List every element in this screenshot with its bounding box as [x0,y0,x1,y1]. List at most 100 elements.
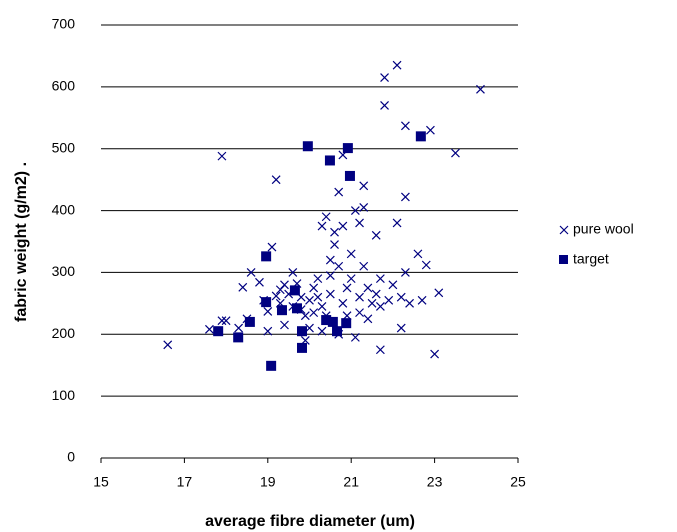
point [217,151,227,161]
point [204,324,214,334]
y-tick-label: 300 [52,263,76,279]
y-tick-label: 100 [52,387,76,403]
point [321,212,331,222]
point [261,297,272,308]
point [375,274,385,284]
point [238,282,248,292]
point [346,249,356,259]
point [350,332,360,342]
point [476,84,485,94]
point [271,291,281,301]
y-axis-title: fabric weight (g/m2) . [13,162,30,322]
point [375,302,385,311]
x-tick-label: 17 [177,474,193,490]
point [217,316,227,326]
point [332,326,343,337]
point [338,221,348,231]
point [163,340,173,350]
point [413,249,423,259]
y-tick-label: 600 [52,78,76,94]
point [317,302,327,311]
point [355,308,364,318]
point [280,320,289,330]
point [263,326,273,336]
point [350,206,360,215]
point [341,318,352,329]
point [255,277,264,287]
point [384,295,394,305]
point [266,360,277,371]
y-tick-label: 0 [67,449,75,465]
point [317,221,327,231]
x-tick-label: 25 [510,474,526,490]
point [246,268,256,277]
point [363,283,373,293]
point [305,295,314,305]
point [415,131,426,142]
legend-label: pure wool [573,221,634,237]
point [271,175,281,185]
point [355,218,364,228]
point [302,141,313,152]
point [371,230,381,240]
point [400,121,410,131]
y-tick-label: 200 [52,325,76,341]
point [289,285,300,296]
point [221,316,231,326]
point [380,73,389,83]
x-tick-label: 23 [427,474,443,490]
point [396,323,406,333]
point [421,260,431,270]
point [288,268,298,277]
point [338,298,348,308]
point [359,181,369,191]
legend-marker [559,225,569,235]
x-tick-label: 21 [343,474,359,490]
point [309,283,319,293]
point [213,326,224,337]
point [300,311,310,321]
y-tick-label: 500 [52,139,76,155]
legend-label: target [573,251,609,267]
point [434,288,444,298]
x-axis-title: average fibre diameter (um) [205,513,415,530]
point [344,170,355,181]
point [325,271,335,280]
point [327,316,338,327]
point [451,148,460,158]
point [359,203,369,212]
y-tick-label: 700 [52,16,76,32]
point [405,298,415,308]
point [280,280,289,290]
point [388,280,398,290]
point [244,316,255,327]
point [334,261,344,271]
point [313,292,323,302]
point [417,295,427,305]
point [367,298,377,308]
point [400,268,410,277]
point [342,283,352,293]
point [355,292,364,302]
point [261,251,272,262]
point [334,187,344,197]
point [309,308,319,318]
point [291,303,302,314]
point [330,240,339,250]
point [426,125,435,135]
point [371,289,381,299]
point [276,305,287,316]
point [267,242,277,252]
point [234,323,244,333]
point [396,292,406,302]
y-tick-label: 400 [52,201,76,217]
point [330,227,339,237]
point [263,306,273,316]
point [325,289,335,299]
point [233,332,244,343]
point [321,315,332,326]
point [313,274,323,284]
point [296,326,307,337]
x-tick-label: 19 [260,474,276,490]
